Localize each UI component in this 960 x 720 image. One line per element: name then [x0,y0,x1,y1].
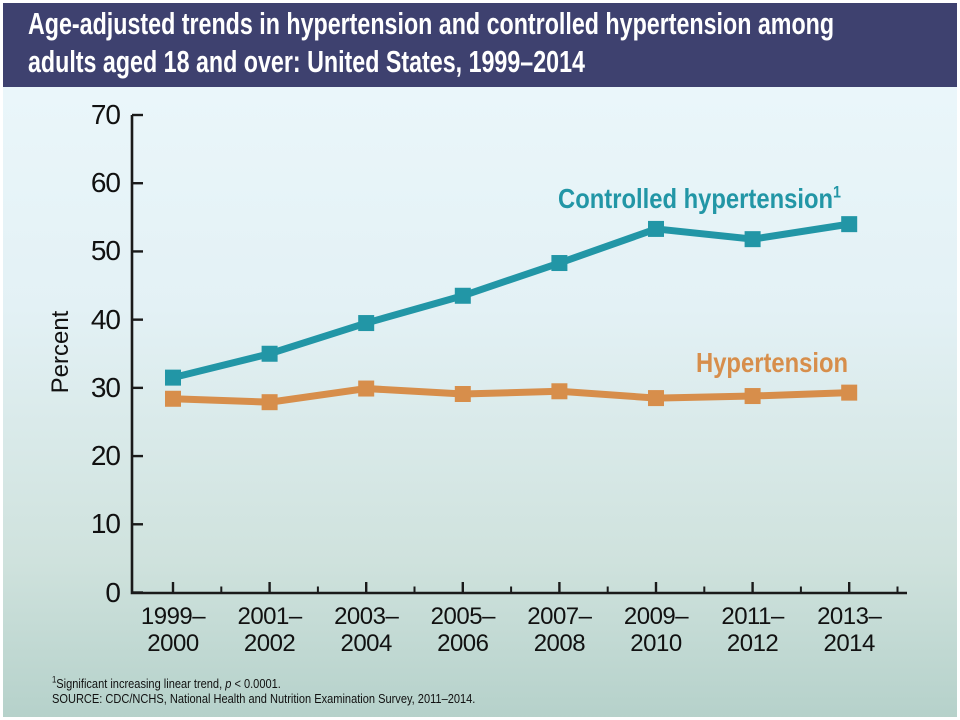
data-point-marker [358,380,375,397]
y-tick-label: 40 [90,303,121,335]
footnote-p-italic: p [225,676,232,691]
y-tick-label: 50 [90,235,121,267]
data-point-marker [454,287,471,304]
data-point-marker [454,385,471,402]
y-tick-label: 60 [90,167,121,199]
y-tick-label: 0 [105,576,121,608]
figure-title-line2: adults aged 18 and over: United States, … [28,44,585,79]
figure-title: Age-adjusted trends in hypertension and … [28,5,834,81]
x-tick-label: 2011– 2012 [721,603,784,657]
footnote-superscript: 1 [52,674,57,685]
data-point-marker [744,388,761,405]
series-line-hypertension [172,385,850,406]
footnote-text: < 0.0001. [231,676,281,691]
x-tick-label: 2013– 2014 [817,603,882,657]
series-label-controlled-hypertension: Controlled hypertension1 [558,184,841,214]
series-label-hypertension: Hypertension [696,348,848,378]
x-tick-label: 2005– 2006 [430,603,496,657]
y-tick-label: 30 [90,371,121,403]
data-point-marker [358,315,375,332]
chart-background [0,87,960,720]
data-point-marker [841,384,858,401]
series-label-text: Controlled hypertension [558,183,834,214]
footnote-source: SOURCE: CDC/NCHS, National Health and Nu… [52,691,476,706]
data-point-marker [165,390,181,407]
figure-title-line1: Age-adjusted trends in hypertension and … [28,6,835,41]
series-label-text: Hypertension [696,347,849,378]
data-point-marker [261,394,278,411]
series-label-superscript: 1 [833,182,841,202]
data-point-marker [165,369,181,386]
x-tick-label: 2009– 2010 [623,603,689,657]
series-line-controlled-hypertension [172,220,850,382]
data-point-marker [261,345,278,362]
y-tick-label: 20 [90,440,121,472]
x-tick-label: 1999– 2000 [140,603,206,657]
data-point-marker [744,231,761,248]
figure-header: Age-adjusted trends in hypertension and … [0,0,960,87]
footnote-text: Significant increasing linear trend, [56,676,226,691]
x-tick-label: 2001– 2002 [237,603,302,657]
y-tick-label: 70 [90,99,121,130]
data-point-marker [648,220,664,237]
data-point-marker [841,216,858,233]
footnote-significance: 1Significant increasing linear trend, p … [52,674,281,691]
x-tick-label: 2007– 2008 [527,603,592,657]
y-tick-label: 10 [90,508,121,540]
data-point-marker [648,390,664,407]
data-point-marker [551,255,568,272]
y-axis-title: Percent [47,310,74,394]
x-tick-label: 2003– 2004 [334,603,399,657]
data-point-marker [551,383,568,400]
